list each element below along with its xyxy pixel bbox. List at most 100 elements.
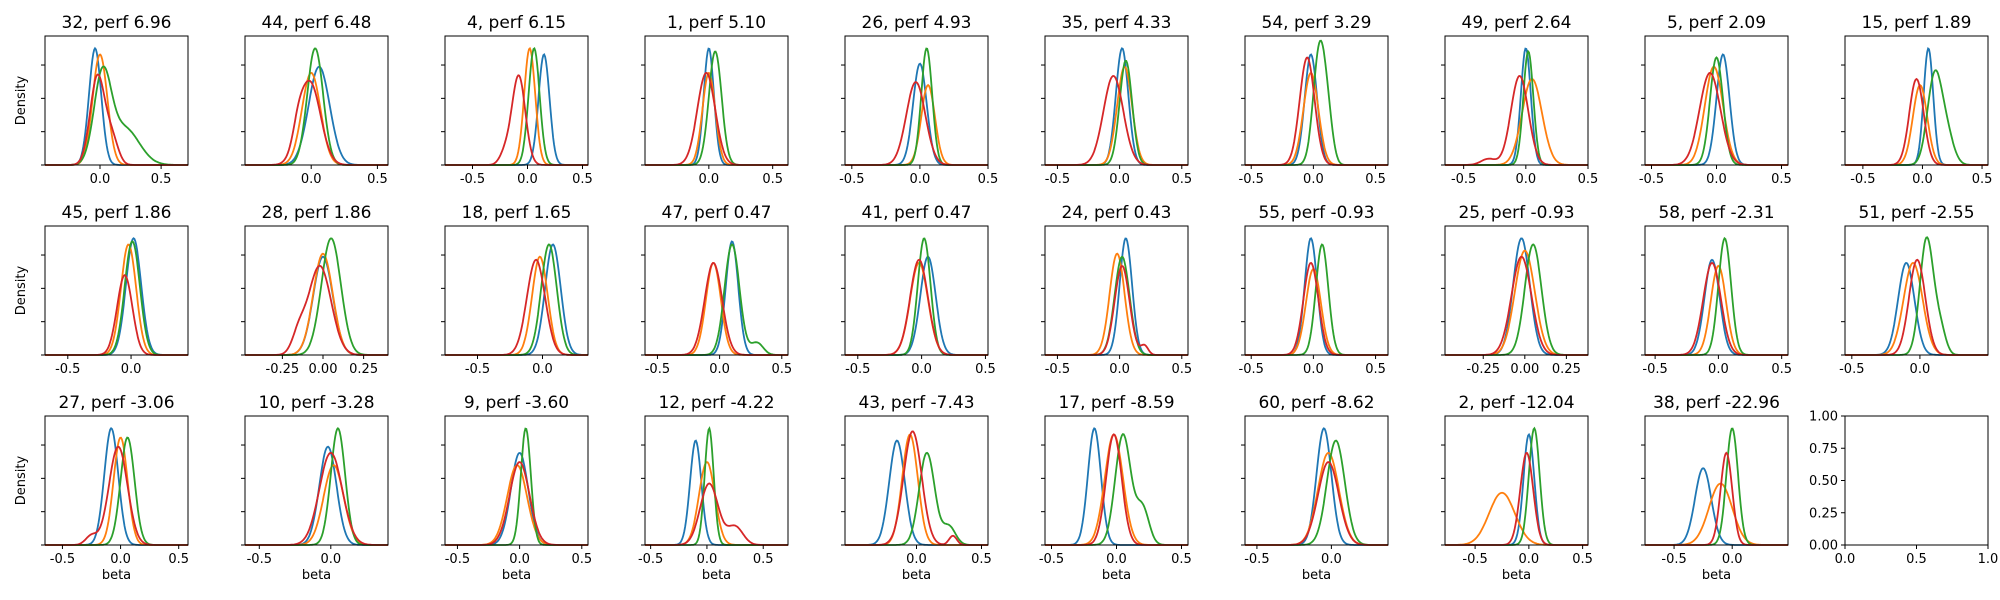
subplot-title: 15, perf 1.89 — [1862, 13, 1972, 33]
density-curve-1 — [645, 240, 788, 356]
x-tick-label: -0.5 — [1239, 362, 1264, 377]
x-tick-label: 0.0 — [1835, 552, 1856, 567]
subplot-3: 4, perf 6.15 -0.5 0.0 0.5 — [441, 13, 593, 187]
x-tick-label: -0.5 — [1045, 362, 1070, 377]
x-tick-label: 0.0 — [1321, 552, 1342, 567]
x-tick-label: 0.0 — [911, 362, 932, 377]
x-axis-label: beta — [1302, 568, 1331, 583]
x-tick-label: 0.25 — [349, 362, 378, 377]
density-curve-2 — [1645, 65, 1788, 166]
subplot-13: 18, perf 1.65 -0.5 0.0 — [441, 203, 589, 377]
x-tick-label: 0.5 — [971, 552, 992, 567]
x-tick-label: 0.5 — [753, 552, 774, 567]
density-curve-1 — [245, 445, 388, 546]
axes-frame — [844, 225, 989, 356]
x-tick-label: 0.5 — [1365, 362, 1386, 377]
subplot-25: 43, perf -7.43 0.0 0.5 beta — [841, 393, 992, 583]
subplot-title: 4, perf 6.15 — [467, 13, 566, 33]
density-curve-3 — [1045, 255, 1188, 356]
subplot-title: 1, perf 5.10 — [667, 13, 766, 33]
axes-frame — [1444, 225, 1589, 356]
density-curve-2 — [1045, 252, 1188, 356]
density-curve-3 — [1245, 39, 1388, 166]
density-curve-3 — [45, 65, 188, 166]
subplot-5: 26, perf 4.93 -0.5 0.0 0.5 — [839, 13, 998, 187]
x-tick-label: 0.5 — [151, 172, 172, 187]
x-tick-label: 0.0 — [1519, 552, 1540, 567]
x-tick-label: -0.5 — [1039, 552, 1064, 567]
density-curve-2 — [1845, 83, 1988, 166]
x-tick-label: 0.0 — [532, 362, 553, 377]
subplot-title: 47, perf 0.47 — [662, 203, 772, 223]
y-axis-label: Density — [14, 265, 29, 315]
subplot-title: 45, perf 1.86 — [62, 203, 172, 223]
x-tick-label: -0.5 — [1244, 552, 1269, 567]
subplot-title: 41, perf 0.47 — [862, 203, 972, 223]
x-tick-label: -0.5 — [845, 362, 870, 377]
density-curve-4 — [1445, 75, 1588, 166]
density-curve-4 — [1245, 56, 1388, 166]
x-tick-label: 0.5 — [1365, 172, 1386, 187]
subplot-30: 0.00 0.25 0.50 0.75 1.00 0.0 0.5 1.0 — [1809, 410, 1998, 568]
x-tick-label: -0.25 — [266, 362, 300, 377]
x-tick-label: 0.0 — [509, 552, 530, 567]
density-curve-3 — [1845, 69, 1988, 166]
density-curve-1 — [1845, 46, 1988, 166]
axes-frame — [1044, 35, 1189, 166]
x-tick-label: -0.5 — [1045, 172, 1070, 187]
x-tick-label: -0.5 — [839, 172, 864, 187]
x-tick-label: 0.5 — [367, 172, 388, 187]
axes-frame — [244, 225, 389, 356]
x-tick-label: 1.0 — [1978, 552, 1999, 567]
density-curve-3 — [1845, 236, 1988, 356]
density-curve-4 — [845, 430, 988, 546]
axes-frame — [1844, 225, 1989, 356]
x-tick-label: -0.5 — [1642, 362, 1667, 377]
x-tick-label: 0.0 — [1109, 172, 1130, 187]
x-axis-label: beta — [1702, 568, 1731, 583]
x-axis-label: beta — [302, 568, 331, 583]
density-curve-4 — [245, 79, 388, 166]
axes-frame — [1244, 415, 1389, 546]
density-curve-1 — [1045, 427, 1188, 546]
x-tick-label: 0.0 — [121, 362, 142, 377]
x-tick-label: 0.5 — [572, 172, 593, 187]
density-curve-1 — [645, 47, 788, 166]
subplot-title: 27, perf -3.06 — [58, 393, 174, 413]
subplot-14: 47, perf 0.47 -0.5 0.0 0.5 — [641, 203, 792, 377]
subplot-title: 55, perf -0.93 — [1258, 203, 1374, 223]
subplot-title: 54, perf 3.29 — [1262, 13, 1372, 33]
subplot-18: 25, perf -0.93 -0.25 0.00 0.25 — [1441, 203, 1589, 377]
axes-frame — [444, 225, 589, 356]
axes-frame — [444, 35, 589, 166]
subplot-11: 45, perf 1.86 -0.5 0.0 Density — [14, 203, 189, 377]
y-tick-label: 0.50 — [1809, 474, 1838, 489]
subplot-20: 51, perf -2.55 -0.5 0.0 — [1839, 203, 1989, 377]
axes-frame — [1444, 415, 1589, 546]
axes-frame — [244, 35, 389, 166]
y-axis-label: Density — [14, 75, 29, 125]
axes-frame — [444, 415, 589, 546]
x-tick-label: 0.0 — [1106, 552, 1127, 567]
axes-frame — [244, 415, 389, 546]
subplot-title: 2, perf -12.04 — [1458, 393, 1574, 413]
axes-frame — [1044, 415, 1189, 546]
density-curve-3 — [645, 243, 788, 356]
density-curve-4 — [1645, 71, 1788, 166]
density-curve-3 — [245, 47, 388, 166]
density-curve-2 — [845, 83, 988, 166]
subplot-title: 18, perf 1.65 — [462, 203, 572, 223]
x-tick-label: 0.5 — [978, 172, 999, 187]
x-axis-label: beta — [902, 568, 931, 583]
axes-frame — [1244, 225, 1389, 356]
x-tick-label: 0.0 — [90, 172, 111, 187]
density-curve-3 — [1245, 243, 1388, 356]
axes-frame — [44, 415, 189, 546]
x-tick-label: 0.5 — [1771, 172, 1792, 187]
x-tick-label: -0.5 — [638, 552, 663, 567]
x-tick-label: 0.5 — [1171, 362, 1192, 377]
density-curve-2 — [445, 255, 588, 356]
